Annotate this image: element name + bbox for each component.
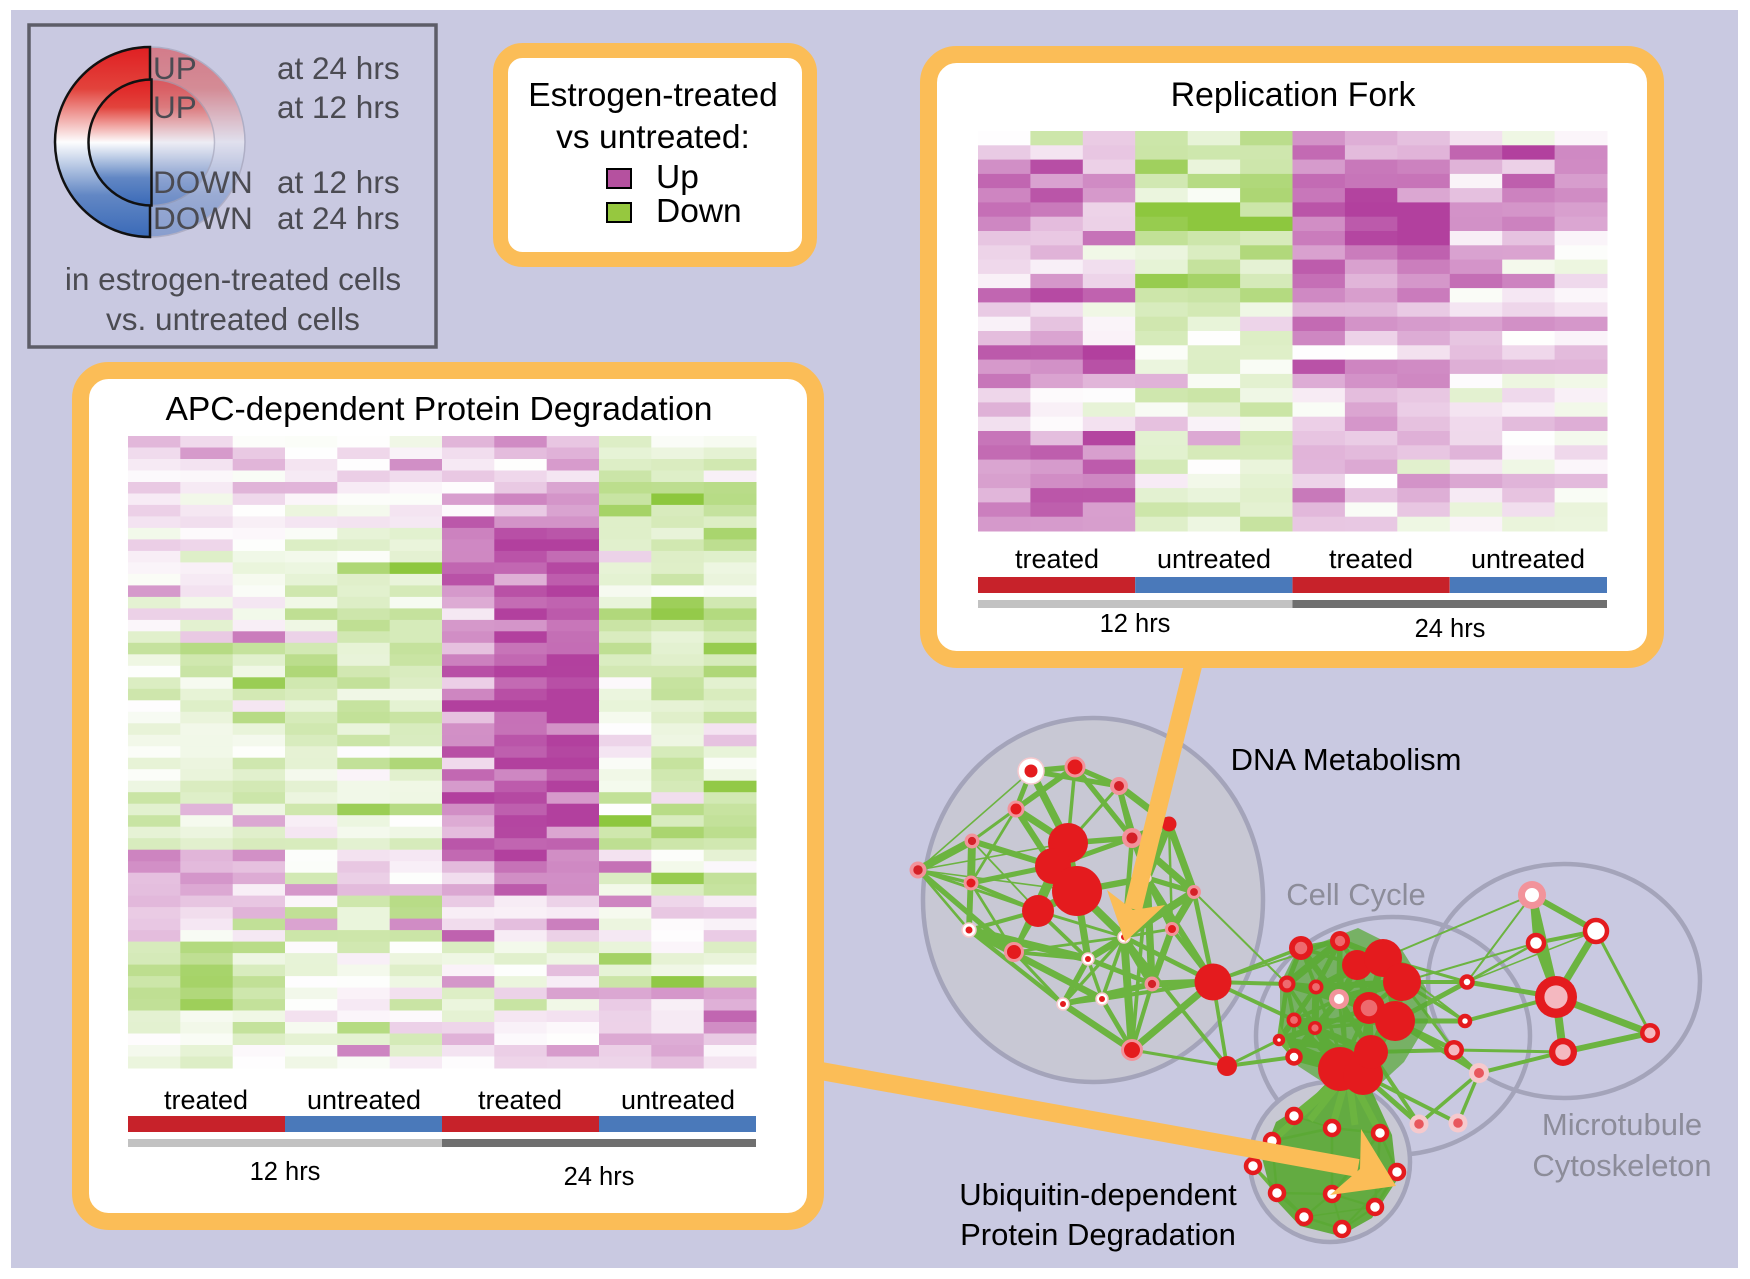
- svg-text:DOWN: DOWN: [153, 200, 253, 236]
- svg-text:at 12 hrs: at 12 hrs: [277, 89, 400, 125]
- svg-text:untreated: untreated: [307, 1085, 421, 1115]
- svg-text:24 hrs: 24 hrs: [564, 1163, 635, 1191]
- svg-text:treated: treated: [1329, 544, 1413, 574]
- svg-text:treated: treated: [478, 1085, 562, 1115]
- svg-text:UP: UP: [153, 50, 197, 86]
- svg-text:vs untreated:: vs untreated:: [556, 119, 750, 156]
- svg-text:at 24 hrs: at 24 hrs: [277, 200, 400, 236]
- svg-text:DNA Metabolism: DNA Metabolism: [1231, 742, 1462, 777]
- svg-text:24 hrs: 24 hrs: [1415, 615, 1486, 643]
- svg-text:untreated: untreated: [1157, 544, 1271, 574]
- svg-text:untreated: untreated: [621, 1085, 735, 1115]
- svg-text:Ubiquitin-dependent: Ubiquitin-dependent: [959, 1177, 1237, 1212]
- svg-text:UP: UP: [153, 89, 197, 125]
- svg-text:APC-dependent Protein Degradat: APC-dependent Protein Degradation: [166, 391, 713, 428]
- svg-text:Down: Down: [656, 193, 742, 230]
- svg-text:Microtubule: Microtubule: [1542, 1107, 1702, 1142]
- svg-text:treated: treated: [164, 1085, 248, 1115]
- svg-text:Cytoskeleton: Cytoskeleton: [1532, 1148, 1711, 1183]
- svg-text:12 hrs: 12 hrs: [1100, 610, 1171, 638]
- svg-text:treated: treated: [1015, 544, 1099, 574]
- svg-text:Cell Cycle: Cell Cycle: [1286, 877, 1426, 912]
- svg-text:Up: Up: [656, 159, 699, 196]
- svg-text:12 hrs: 12 hrs: [250, 1158, 321, 1186]
- svg-text:in estrogen-treated cells: in estrogen-treated cells: [65, 261, 401, 297]
- svg-text:Protein Degradation: Protein Degradation: [960, 1217, 1236, 1252]
- svg-text:vs. untreated cells: vs. untreated cells: [106, 301, 360, 337]
- svg-text:untreated: untreated: [1471, 544, 1585, 574]
- svg-text:DOWN: DOWN: [153, 164, 253, 200]
- svg-text:Estrogen-treated: Estrogen-treated: [528, 77, 778, 114]
- svg-text:Replication Fork: Replication Fork: [1171, 76, 1416, 114]
- svg-text:at 24 hrs: at 24 hrs: [277, 50, 400, 86]
- svg-text:at 12 hrs: at 12 hrs: [277, 164, 400, 200]
